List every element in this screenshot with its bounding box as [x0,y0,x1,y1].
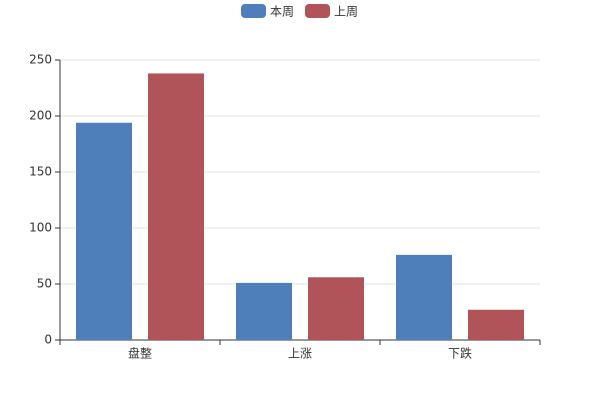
x-tick-label: 上涨 [288,346,312,361]
y-tick-label: 0 [44,333,52,347]
y-tick-label: 100 [29,221,52,235]
y-tick-label: 200 [29,109,52,123]
bar [396,254,452,340]
y-tick-label: 150 [29,165,52,179]
bar [468,309,524,340]
x-tick-label: 盘整 [128,346,152,361]
bar [76,122,132,340]
y-tick-label: 50 [37,277,52,291]
y-tick-label: 250 [29,53,52,67]
legend-label: 上周 [334,5,358,19]
bar [308,277,364,340]
legend-label: 本周 [270,5,294,19]
bar [148,73,204,340]
legend-swatch [305,4,330,18]
x-tick-label: 下跌 [448,346,472,361]
legend-swatch [241,4,266,18]
bar [236,282,292,340]
